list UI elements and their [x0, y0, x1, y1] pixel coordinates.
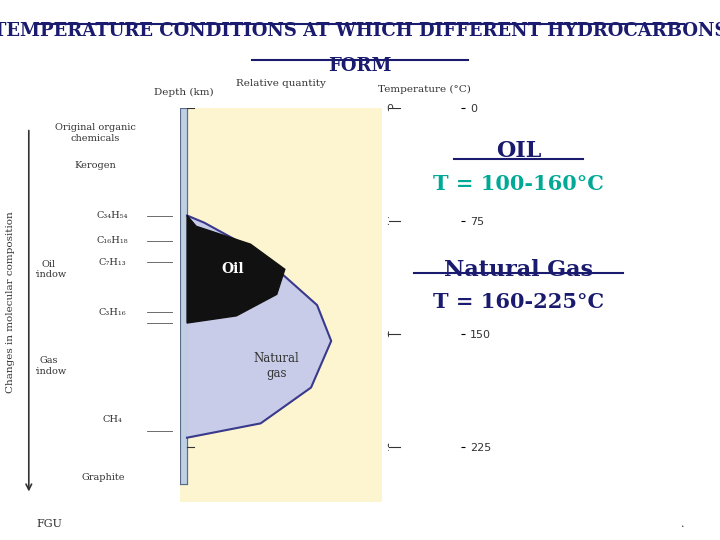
- Text: C₃H₁₆: C₃H₁₆: [99, 308, 126, 317]
- Text: Natural
gas: Natural gas: [254, 352, 300, 380]
- Polygon shape: [187, 215, 285, 323]
- Text: Oil
window: Oil window: [30, 260, 68, 279]
- Text: Depth (km): Depth (km): [153, 88, 213, 97]
- Text: OIL: OIL: [495, 140, 541, 162]
- Text: Original organic
chemicals: Original organic chemicals: [55, 123, 135, 143]
- Text: Temperature (°C): Temperature (°C): [379, 85, 471, 93]
- Text: Natural Gas: Natural Gas: [444, 259, 593, 281]
- Text: T = 160-225°C: T = 160-225°C: [433, 292, 604, 313]
- Text: Oil: Oil: [221, 262, 244, 276]
- Text: FGU: FGU: [36, 519, 62, 529]
- Text: C₇H₁₃: C₇H₁₃: [99, 258, 126, 267]
- Text: Gas
window: Gas window: [30, 356, 68, 376]
- Text: C₃₄H₅₄: C₃₄H₅₄: [96, 211, 128, 220]
- Text: FORM: FORM: [328, 57, 392, 75]
- Polygon shape: [187, 215, 331, 438]
- Text: T = 100-160°C: T = 100-160°C: [433, 173, 604, 194]
- Text: C₁₆H₁₈: C₁₆H₁₈: [96, 236, 128, 245]
- Text: Changes in molecular composition: Changes in molecular composition: [6, 212, 15, 393]
- Text: CH₄: CH₄: [102, 415, 122, 424]
- Text: Graphite: Graphite: [82, 472, 125, 482]
- Text: Kerogen: Kerogen: [74, 161, 116, 170]
- Text: Relative quantity: Relative quantity: [236, 79, 325, 88]
- Text: .: .: [680, 519, 684, 529]
- Text: TEMPERATURE CONDITIONS AT WHICH DIFFERENT HYDROCARBONS: TEMPERATURE CONDITIONS AT WHICH DIFFEREN…: [0, 22, 720, 39]
